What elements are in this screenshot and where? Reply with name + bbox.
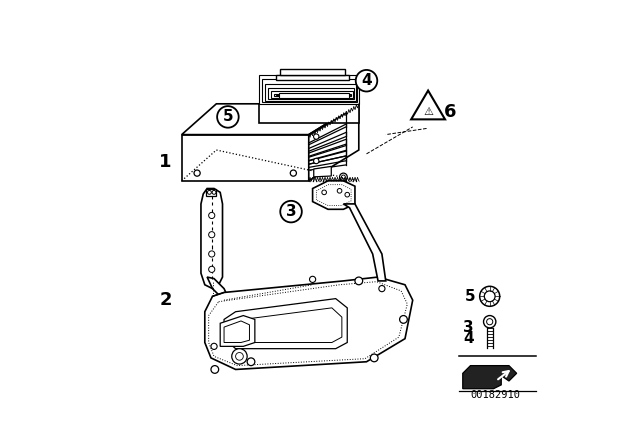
- Circle shape: [340, 173, 348, 181]
- Circle shape: [209, 232, 215, 238]
- Circle shape: [211, 366, 219, 373]
- Circle shape: [194, 170, 200, 176]
- Text: 6: 6: [444, 103, 456, 121]
- Circle shape: [209, 266, 215, 272]
- Circle shape: [486, 319, 493, 325]
- Circle shape: [207, 190, 211, 194]
- Polygon shape: [220, 315, 255, 346]
- Text: 3: 3: [285, 204, 296, 219]
- Circle shape: [209, 251, 215, 257]
- Text: 1: 1: [159, 153, 171, 171]
- Polygon shape: [276, 95, 349, 96]
- Circle shape: [322, 190, 326, 195]
- Text: 5: 5: [465, 289, 476, 304]
- Circle shape: [212, 190, 216, 194]
- Polygon shape: [274, 94, 351, 96]
- Polygon shape: [259, 104, 359, 123]
- Circle shape: [280, 201, 302, 222]
- Circle shape: [342, 175, 346, 179]
- Polygon shape: [312, 181, 355, 209]
- Circle shape: [379, 285, 385, 292]
- Circle shape: [337, 189, 342, 193]
- Text: 4: 4: [463, 331, 474, 346]
- Circle shape: [232, 349, 247, 364]
- Circle shape: [480, 286, 500, 306]
- Polygon shape: [205, 277, 413, 370]
- Polygon shape: [280, 69, 345, 74]
- Text: ⚠: ⚠: [423, 107, 433, 117]
- Circle shape: [484, 315, 496, 328]
- Circle shape: [371, 354, 378, 362]
- Circle shape: [355, 277, 363, 285]
- Polygon shape: [344, 204, 386, 281]
- Polygon shape: [207, 277, 230, 300]
- Polygon shape: [262, 79, 357, 102]
- Polygon shape: [463, 366, 516, 389]
- Circle shape: [247, 358, 255, 366]
- Polygon shape: [206, 189, 216, 196]
- Text: 4: 4: [361, 73, 372, 88]
- Polygon shape: [308, 104, 359, 181]
- Polygon shape: [268, 88, 354, 99]
- Polygon shape: [182, 134, 308, 181]
- Polygon shape: [259, 74, 359, 104]
- Circle shape: [314, 134, 319, 139]
- Circle shape: [209, 212, 215, 219]
- Circle shape: [236, 353, 243, 360]
- Circle shape: [217, 106, 239, 128]
- Circle shape: [314, 158, 319, 164]
- Polygon shape: [314, 166, 332, 177]
- Circle shape: [356, 70, 378, 91]
- Polygon shape: [271, 90, 353, 98]
- Polygon shape: [411, 90, 445, 119]
- Text: 00182910: 00182910: [470, 390, 520, 400]
- Circle shape: [399, 315, 407, 323]
- Text: 5: 5: [223, 109, 233, 125]
- Text: 3: 3: [463, 319, 474, 335]
- Circle shape: [345, 192, 349, 197]
- Circle shape: [291, 170, 296, 176]
- Polygon shape: [201, 189, 223, 289]
- Polygon shape: [276, 74, 349, 80]
- Polygon shape: [265, 84, 356, 101]
- Text: 2: 2: [160, 291, 173, 309]
- Circle shape: [310, 276, 316, 282]
- Circle shape: [211, 343, 217, 349]
- Polygon shape: [279, 93, 349, 99]
- Circle shape: [484, 291, 495, 302]
- Polygon shape: [182, 104, 359, 134]
